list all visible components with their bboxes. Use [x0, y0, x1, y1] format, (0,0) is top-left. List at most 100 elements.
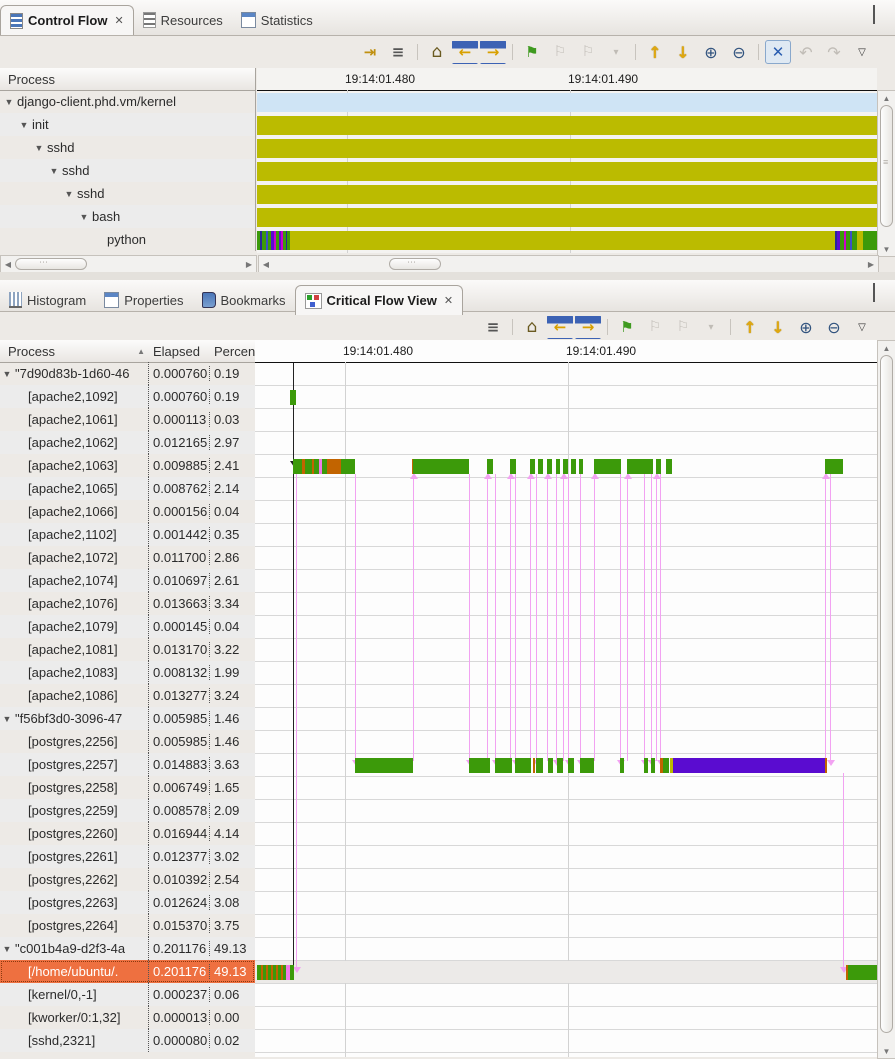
- state-bar[interactable]: [257, 162, 877, 181]
- state-bar[interactable]: [538, 459, 543, 474]
- state-bar[interactable]: [530, 459, 535, 474]
- elapsed-column-header[interactable]: Elapsed: [149, 340, 211, 363]
- add-bookmark-icon[interactable]: ⚑: [519, 40, 545, 64]
- state-bar[interactable]: [651, 758, 655, 773]
- expand-icon[interactable]: ▼: [2, 369, 12, 379]
- expand-icon[interactable]: ▼: [4, 97, 14, 107]
- move-down-icon[interactable]: ↓: [765, 315, 791, 339]
- table-row[interactable]: [postgres,2259]0.0085782.09: [0, 799, 255, 822]
- state-bar[interactable]: [515, 758, 531, 773]
- state-bar[interactable]: [290, 231, 835, 250]
- table-row[interactable]: [apache2,1072]0.0117002.86: [0, 546, 255, 569]
- state-bar[interactable]: [663, 758, 669, 773]
- next-event-icon[interactable]: →: [480, 40, 506, 64]
- close-icon[interactable]: ✕: [444, 294, 453, 307]
- tab-bookmarks[interactable]: Bookmarks: [193, 286, 295, 314]
- state-bar[interactable]: [413, 459, 469, 474]
- state-bar[interactable]: [556, 459, 560, 474]
- state-bar[interactable]: [293, 459, 302, 474]
- state-bar[interactable]: [620, 758, 624, 773]
- maximize-button[interactable]: [873, 8, 887, 20]
- table-row[interactable]: [apache2,1065]0.0087622.14: [0, 477, 255, 500]
- expand-icon[interactable]: ▼: [49, 166, 59, 176]
- next-event-icon[interactable]: →: [575, 315, 601, 339]
- zoom-out-icon[interactable]: ⊖: [821, 315, 847, 339]
- tree-item-sshd[interactable]: ▼sshd: [0, 182, 255, 205]
- table-row[interactable]: ▼"c001b4a9-d2f3-4a0.20117649.13: [0, 937, 255, 960]
- table-row[interactable]: [apache2,1083]0.0081321.99: [0, 661, 255, 684]
- home-icon[interactable]: ⌂: [424, 40, 450, 64]
- show-legend-icon[interactable]: ≡: [385, 40, 411, 64]
- state-bar[interactable]: [848, 965, 877, 980]
- expand-icon[interactable]: ▼: [79, 212, 89, 222]
- state-bar[interactable]: [571, 459, 576, 474]
- state-bar[interactable]: [644, 758, 648, 773]
- table-row[interactable]: [kworker/0:1,32]0.0000130.00: [0, 1006, 255, 1029]
- table-row[interactable]: [sshd,2321]0.0000800.02: [0, 1029, 255, 1052]
- table-row[interactable]: [apache2,1074]0.0106972.61: [0, 569, 255, 592]
- state-bar[interactable]: [547, 459, 552, 474]
- fit-window-icon[interactable]: ✕: [765, 40, 791, 64]
- state-bar[interactable]: [656, 459, 661, 474]
- state-bar[interactable]: [487, 459, 493, 474]
- state-bar[interactable]: [257, 116, 877, 135]
- follow-time-icon[interactable]: ⇥: [357, 40, 383, 64]
- state-bar[interactable]: [257, 93, 877, 112]
- process-column-header[interactable]: Process: [0, 68, 256, 91]
- tree-item-sshd[interactable]: ▼sshd: [0, 136, 255, 159]
- panel-sash[interactable]: [0, 272, 895, 280]
- state-bar[interactable]: [666, 459, 672, 474]
- tree-horizontal-scrollbar[interactable]: ◀ ⋯ ▶: [0, 255, 257, 273]
- table-row[interactable]: [kernel/0,-1]0.0002370.06: [0, 983, 255, 1006]
- table-row[interactable]: [postgres,2261]0.0123773.02: [0, 845, 255, 868]
- table-row[interactable]: [/home/ubuntu/.0.20117649.13: [0, 960, 255, 983]
- state-bar[interactable]: [673, 758, 825, 773]
- state-bar[interactable]: [469, 758, 490, 773]
- prev-event-icon[interactable]: ←: [452, 40, 478, 64]
- zoom-in-icon[interactable]: ⊕: [698, 40, 724, 64]
- move-up-icon[interactable]: ↑: [642, 40, 668, 64]
- maximize-button[interactable]: [873, 286, 887, 298]
- state-bar[interactable]: [257, 185, 877, 204]
- table-row[interactable]: [apache2,1102]0.0014420.35: [0, 523, 255, 546]
- control-flow-timeline[interactable]: 19:14:01.48019:14:01.490: [257, 68, 877, 253]
- state-bar[interactable]: [290, 965, 294, 980]
- expand-icon[interactable]: ▼: [34, 143, 44, 153]
- prev-event-icon[interactable]: ←: [547, 315, 573, 339]
- state-bar[interactable]: [327, 459, 341, 474]
- tab-control-flow[interactable]: Control Flow✕: [0, 5, 134, 35]
- state-bar[interactable]: [536, 758, 543, 773]
- table-row[interactable]: [postgres,2258]0.0067491.65: [0, 776, 255, 799]
- state-bar[interactable]: [627, 459, 653, 474]
- table-row[interactable]: [postgres,2264]0.0153703.75: [0, 914, 255, 937]
- table-row[interactable]: [apache2,1076]0.0136633.34: [0, 592, 255, 615]
- table-row[interactable]: [apache2,1063]0.0098852.41: [0, 454, 255, 477]
- tab-critical-flow-view[interactable]: Critical Flow View✕: [295, 285, 464, 315]
- table-row[interactable]: [postgres,2256]0.0059851.46: [0, 730, 255, 753]
- move-up-icon[interactable]: ↑: [737, 315, 763, 339]
- expand-icon[interactable]: ▼: [19, 120, 29, 130]
- state-bar[interactable]: [533, 758, 535, 773]
- timeline-horizontal-scrollbar[interactable]: ◀ ⋯ ▶: [258, 255, 879, 273]
- close-icon[interactable]: ✕: [114, 14, 123, 27]
- view-menu-icon[interactable]: ▽: [849, 40, 875, 64]
- expand-icon[interactable]: ▼: [2, 944, 12, 954]
- tree-item-bash[interactable]: ▼bash: [0, 205, 255, 228]
- critical-flow-chart[interactable]: 19:14:01.48019:14:01.490: [255, 340, 877, 1057]
- zoom-out-icon[interactable]: ⊖: [726, 40, 752, 64]
- table-row[interactable]: ▼"f56bf3d0-3096-470.0059851.46: [0, 707, 255, 730]
- state-bar[interactable]: [825, 758, 827, 773]
- table-row[interactable]: [apache2,1081]0.0131703.22: [0, 638, 255, 661]
- state-bar[interactable]: [305, 459, 312, 474]
- table-row[interactable]: [postgres,2263]0.0126243.08: [0, 891, 255, 914]
- tree-item-init[interactable]: ▼init: [0, 113, 255, 136]
- table-row[interactable]: [postgres,2260]0.0169444.14: [0, 822, 255, 845]
- state-bar[interactable]: [495, 758, 512, 773]
- add-bookmark-icon[interactable]: ⚑: [614, 315, 640, 339]
- move-down-icon[interactable]: ↓: [670, 40, 696, 64]
- top-vertical-scrollbar[interactable]: ▲ ≡ ▼: [877, 90, 895, 257]
- bottom-vertical-scrollbar[interactable]: ▲ ▼: [877, 340, 895, 1059]
- state-bar[interactable]: [290, 390, 296, 405]
- table-row[interactable]: [postgres,2257]0.0148833.63: [0, 753, 255, 776]
- home-icon[interactable]: ⌂: [519, 315, 545, 339]
